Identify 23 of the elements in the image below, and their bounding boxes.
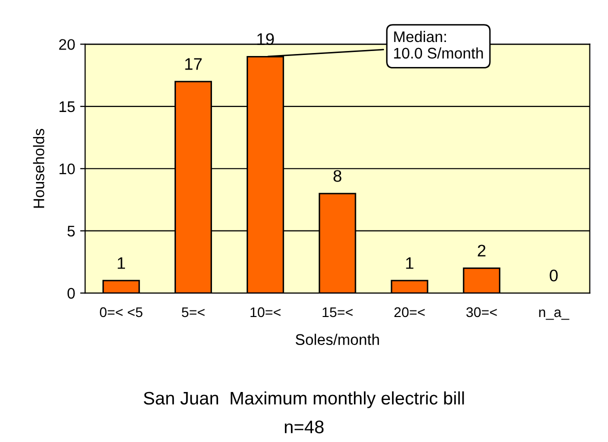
- data-label: 1: [118, 257, 125, 269]
- x-tick-label: 20=<: [394, 307, 425, 318]
- y-axis-title: Households: [33, 128, 44, 208]
- x-tick-label: n_a_: [539, 310, 570, 320]
- x-tick-label: 0=< <5: [100, 307, 142, 318]
- data-label: 8: [334, 170, 342, 182]
- text: n=48: [284, 420, 324, 434]
- y-tick-label: 20: [59, 39, 75, 50]
- data-label: 0: [550, 270, 558, 282]
- y-tick-label: 10: [60, 163, 75, 174]
- x-tick-label: 5=<: [182, 307, 205, 318]
- data-label: 1: [406, 257, 414, 269]
- annotation: Median: 10.0 S/month: [394, 30, 483, 59]
- x-tick-label: 30=<: [466, 307, 497, 318]
- x-axis-title: Soles/month: [296, 334, 379, 345]
- x-tick-label: 10=<: [250, 307, 281, 318]
- x-tick-label: 15=<: [322, 307, 353, 318]
- y-tick-label: 0: [68, 288, 75, 299]
- text: San Juan Maximum monthly electric bill: [144, 391, 464, 408]
- data-label: 17: [185, 58, 202, 70]
- data-label: 2: [478, 244, 486, 256]
- y-tick-label: 5: [68, 226, 75, 237]
- y-tick-label: 15: [60, 101, 75, 112]
